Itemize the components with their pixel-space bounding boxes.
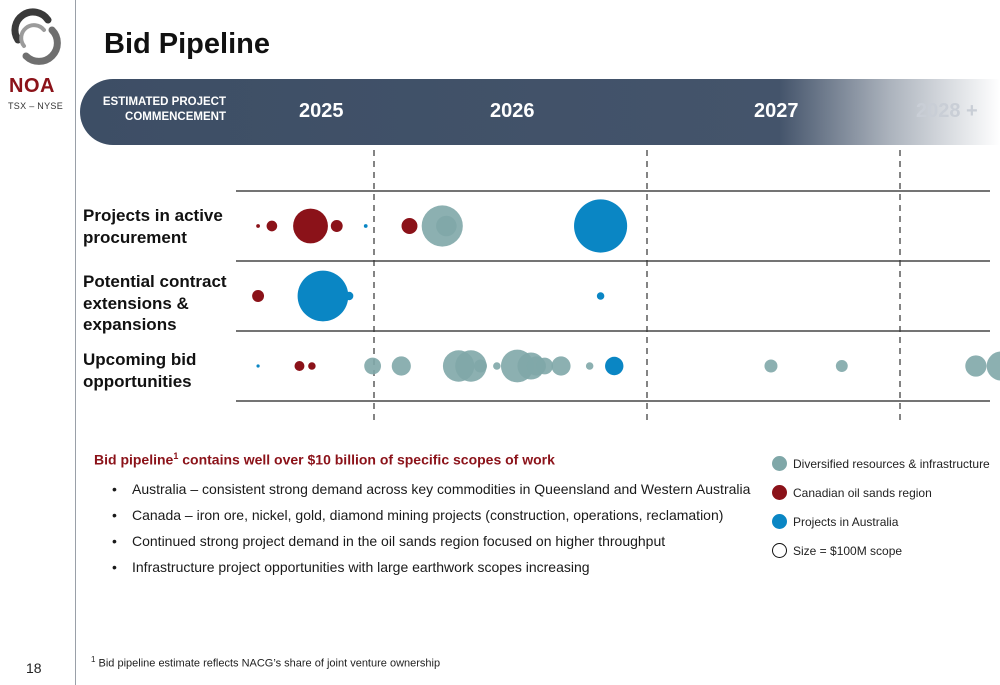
bullet-oil-sands: Continued strong project demand in the o… — [112, 528, 750, 554]
bubble-diversified — [551, 356, 571, 376]
bubble-oil-sands — [401, 218, 418, 234]
row-label-active: Projects in active procurement — [83, 206, 223, 247]
bubble-oil-sands — [252, 290, 265, 302]
bubble-oil-sands — [294, 361, 305, 371]
year-2028-plus: 2028 + — [916, 100, 978, 122]
bubble-diversified — [585, 362, 594, 370]
legend-swatch-australia — [772, 514, 787, 529]
row-label-extensions: Potential contract extensions & expansio… — [83, 272, 227, 334]
row-label-upcoming: Upcoming bid opportunities — [83, 350, 197, 391]
logo-swirl-icon — [11, 8, 61, 65]
bullet-infrastructure: Infrastructure project opportunities wit… — [112, 554, 750, 580]
bubble-oil-sands — [256, 224, 260, 228]
bubble-oil-sands — [266, 220, 278, 232]
bubble-australia — [605, 356, 624, 376]
bubble-diversified — [436, 215, 457, 237]
summary-title-sup: 1 — [173, 451, 179, 461]
summary-bullets: Australia – consistent strong demand acr… — [112, 476, 750, 580]
bullet-canada: Canada – iron ore, nickel, gold, diamond… — [112, 502, 750, 528]
bubble-diversified — [364, 357, 382, 375]
bubble-diversified — [764, 359, 778, 373]
summary-title: Bid pipeline1 contains well over $10 bil… — [94, 451, 555, 468]
year-2025: 2025 — [299, 100, 344, 122]
legend-swatch-diversified — [772, 456, 787, 471]
bubble-oil-sands — [330, 220, 343, 232]
bubble-australia — [256, 364, 260, 368]
bubble-oil-sands — [293, 208, 328, 244]
bubble-diversified — [536, 357, 554, 375]
legend-swatch-oil-sands — [772, 485, 787, 500]
bubble-diversified — [391, 356, 411, 376]
bubble-australia — [297, 270, 349, 322]
bubble-oil-sands — [308, 362, 316, 370]
summary-title-rest: contains well over $10 billion of specif… — [178, 451, 555, 468]
legend-swatch-size — [772, 543, 787, 558]
footnote-text: Bid pipeline estimate reflects NACG’s sh… — [95, 657, 441, 670]
logo-ticker: TSX – NYSE — [8, 101, 64, 111]
bullet-australia: Australia – consistent strong demand acr… — [112, 476, 750, 502]
bubble-australia — [344, 291, 354, 301]
bubble-diversified — [986, 351, 1000, 381]
bubble-australia — [363, 224, 368, 228]
bubble-australia — [596, 292, 605, 300]
company-logo: NOA TSX – NYSE — [4, 6, 64, 116]
legend-label-diversified: Diversified resources & infrastructure — [793, 457, 990, 471]
banner-label: ESTIMATED PROJECT COMMENCEMENT — [102, 96, 226, 123]
sidebar-divider — [75, 0, 76, 685]
timeline-banner — [80, 79, 1000, 145]
bubble-australia — [574, 199, 628, 253]
summary-title-text: Bid pipeline — [94, 451, 174, 468]
logo-name: NOA — [9, 75, 55, 97]
bubble-diversified — [965, 355, 987, 377]
page-number: 18 — [26, 660, 42, 676]
legend-label-oil-sands: Canadian oil sands region — [793, 486, 932, 500]
footnote-sup: 1 — [91, 655, 96, 664]
legend-label-australia: Projects in Australia — [793, 515, 899, 529]
bubble-diversified — [473, 359, 487, 373]
footnote: 1 Bid pipeline estimate reflects NACG’s … — [91, 655, 440, 670]
year-2027: 2027 — [754, 100, 799, 122]
bubble-diversified — [455, 350, 487, 382]
year-2026: 2026 — [490, 100, 535, 122]
bubble-diversified — [835, 360, 848, 372]
page-title: Bid Pipeline — [104, 28, 270, 60]
bubble-diversified — [493, 362, 501, 370]
legend-label-size: Size = $100M scope — [793, 544, 903, 558]
